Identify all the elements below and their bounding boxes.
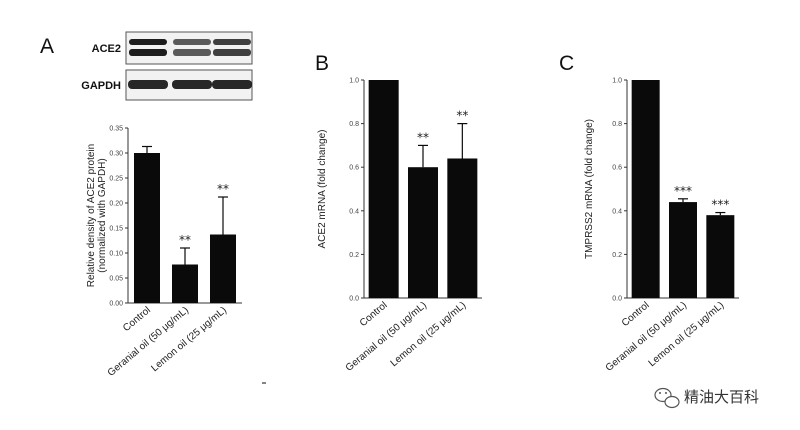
significance-label: ** — [417, 130, 429, 144]
bar — [172, 264, 198, 303]
y-tick-label: 0.6 — [349, 165, 359, 172]
bar — [408, 167, 438, 298]
wechat-logo-icon — [654, 387, 680, 409]
y-tick-label: 0.05 — [109, 276, 123, 283]
blot-band — [129, 49, 167, 56]
blot-band — [173, 49, 211, 56]
blot-band — [173, 39, 211, 45]
y-tick-label: 0.8 — [349, 121, 359, 128]
y-axis-title-line2: (normalized with GAPDH) — [97, 158, 108, 272]
blot-band — [172, 80, 212, 89]
western-blot: ACE2 GAPDH — [81, 31, 253, 101]
category-label: Lemon oil (25 μg/mL) — [389, 300, 469, 369]
category-label: Control — [121, 305, 153, 334]
significance-label: ** — [456, 109, 468, 123]
category-label: Control — [358, 300, 390, 329]
y-tick-label: 0.2 — [612, 252, 622, 259]
y-tick-label: 0.4 — [349, 208, 359, 215]
category-label: Lemon oil (25 μg/mL) — [149, 305, 229, 374]
y-tick-label: 0.0 — [612, 296, 622, 303]
y-tick-label: 0.35 — [109, 126, 123, 133]
y-tick-label: 0.10 — [109, 251, 123, 258]
y-tick-label: 0.00 — [109, 301, 123, 308]
y-tick-label: 0.8 — [612, 121, 622, 128]
blot-band — [213, 39, 251, 45]
bar — [134, 153, 160, 303]
blot-frame — [125, 31, 253, 65]
panel-letter-b: B — [315, 52, 329, 75]
y-tick-label: 1.0 — [612, 78, 622, 85]
significance-label: ** — [179, 233, 191, 247]
y-tick-label: 0.0 — [349, 296, 359, 303]
category-label: Control — [620, 300, 652, 329]
blot-label: GAPDH — [81, 80, 121, 92]
y-axis-title: TMPRSS2 mRNA (fold change) — [584, 119, 595, 259]
blot-band — [129, 39, 167, 45]
significance-label: *** — [711, 198, 729, 212]
y-tick-label: 1.0 — [349, 78, 359, 85]
panel-c: C 0.0 0.2 0.4 0.6 0.8 1.0 TMPRSS2 mRNA (fold ch… — [559, 52, 739, 374]
bar — [706, 215, 735, 298]
blot-label: ACE2 — [92, 43, 121, 55]
panel-letter-c: C — [559, 52, 574, 75]
panel-letter-a: A — [40, 35, 54, 58]
significance-label: ** — [217, 182, 229, 196]
y-tick-label: 0.6 — [612, 165, 622, 172]
y-tick-label: 0.20 — [109, 201, 123, 208]
bar — [631, 80, 660, 298]
blot-band — [128, 80, 168, 89]
bar — [669, 202, 697, 298]
panel-b: B 0.0 0.2 0.4 0.6 0.8 1.0 ACE2 mRNA (fold chang… — [315, 52, 482, 374]
y-tick-label: 0.4 — [612, 208, 622, 215]
watermark: 精油大百科 — [654, 387, 759, 409]
y-tick-label: 0.30 — [109, 151, 123, 158]
y-tick-label: 0.15 — [109, 226, 123, 233]
y-tick-label: 0.25 — [109, 176, 123, 183]
blot-band — [212, 80, 252, 89]
bar — [368, 80, 399, 298]
blot-band — [213, 49, 251, 56]
significance-label: *** — [674, 184, 692, 198]
watermark-text: 精油大百科 — [684, 388, 759, 406]
bar — [447, 158, 478, 298]
y-axis-title: Relative density of ACE2 protein — [86, 144, 97, 287]
y-axis-title: ACE2 mRNA (fold change) — [317, 130, 328, 249]
bar — [210, 234, 236, 303]
y-tick-label: 0.2 — [349, 252, 359, 259]
